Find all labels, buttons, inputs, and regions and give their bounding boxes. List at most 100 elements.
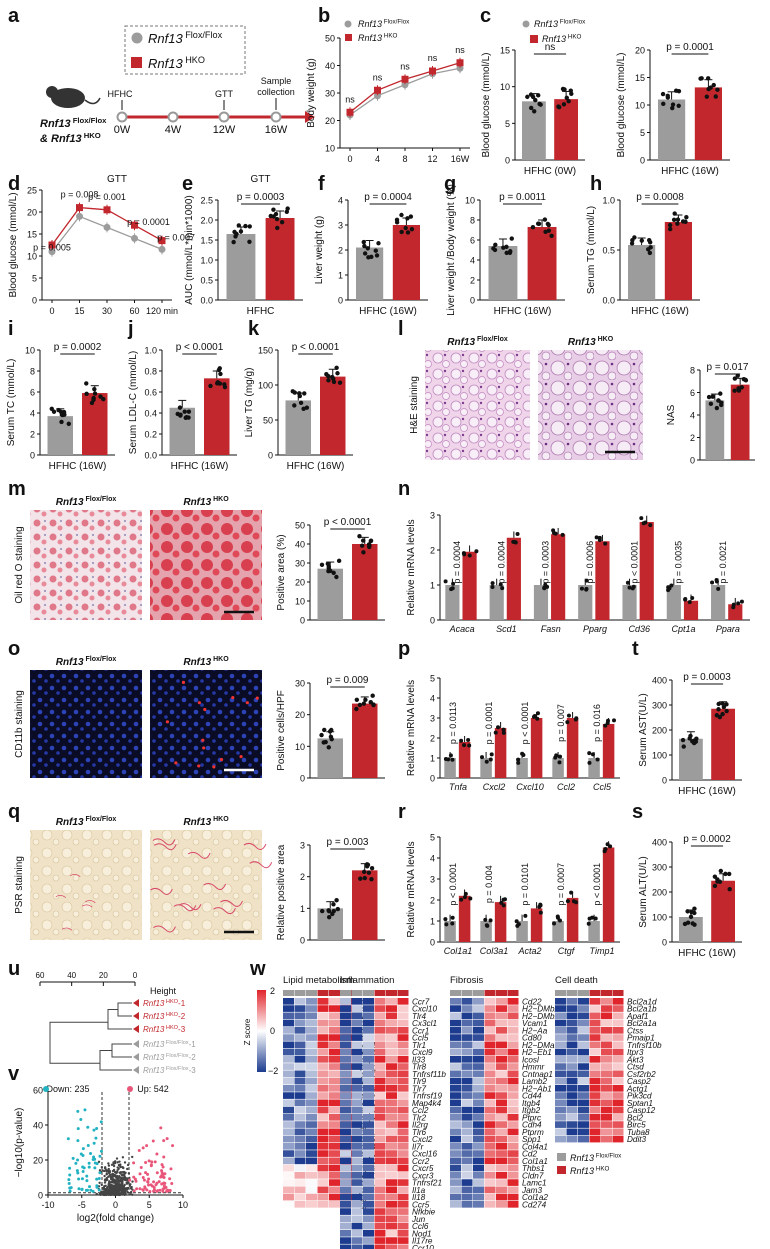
y-tick-label: 6 [690,388,695,398]
heatmap-cell [306,998,317,1005]
heatmap-cell [340,1012,351,1020]
y-tick-label: 300 [652,863,667,873]
heatmap-cell [566,1135,578,1143]
point-up [144,1161,148,1165]
y-tick-label: 1 [430,754,435,764]
legend-ff-label: Rnf13 Flox/Flox [358,19,410,29]
point-down [94,1136,98,1140]
heatmap-cell [601,1099,612,1107]
bar [639,522,654,620]
data-point [706,394,712,400]
point-down [77,1187,81,1191]
data-point [488,918,493,923]
sample-header [363,990,374,996]
data-point [319,732,324,738]
data-point [566,99,571,104]
y-axis-label: Serum LDL-C (mmol/L) [128,351,139,454]
gene-label: Icosl [522,1055,539,1064]
heatmap-cell [317,1005,329,1012]
gene-label: Tnfrsf11b [412,1070,446,1079]
heatmap-cell [306,1128,317,1136]
point-ns [113,1185,116,1188]
y-tick-label: 0 [430,938,435,948]
gene-label: Cd2 [522,1150,537,1159]
heatmap-cell [283,1056,294,1063]
data-point [247,239,252,244]
panel-letter-u: u [8,958,20,980]
heatmap-cell [601,1085,612,1092]
heatmap-cell [351,1114,363,1121]
heatmap-cell [351,1019,363,1027]
point-up [132,1189,136,1193]
heatmap-cell [329,1005,340,1012]
data-point [732,376,738,381]
heatmap-cell [386,1208,397,1215]
heatmap-cell [555,1027,566,1034]
heatmap-cell [386,1106,397,1114]
heatmap-cell [351,1186,363,1194]
x-tick-label: 60 [129,306,139,316]
heatmap-cell [374,1172,386,1179]
y-axis-label: Serum TG (mmol/L) [586,206,597,294]
y-tick-label: 0.4 [144,409,157,419]
heatmap-cell [363,1070,374,1078]
data-point [374,253,380,258]
heatmap-cell [317,1085,329,1092]
heatmap-cell [450,1179,461,1186]
data-point [363,697,368,703]
heatmap-cell [351,1099,363,1107]
heatmap-cell [386,1186,397,1194]
heatmap-cell [450,1172,461,1179]
label-sup: HKO [211,656,229,663]
data-point [552,921,557,926]
x-category-label: Ppara [716,624,740,634]
panel-letter-q: q [8,801,20,823]
y-tick-label: 0 [430,616,435,626]
heatmap-cell [601,1056,612,1063]
heatmap-cell [317,1056,329,1063]
gene-label: Ccr5 [412,1200,430,1209]
data-point [710,394,715,399]
data-point [346,108,354,116]
heatmap-cell [340,1135,351,1143]
data-point [365,246,370,251]
heatmap-cell [612,1106,624,1114]
data-point [680,219,686,224]
bar [705,400,725,460]
heatmap-cell [496,1034,507,1041]
bar [488,246,518,300]
data-point [361,701,367,706]
x-category-label: HFHC (16W) [661,166,719,177]
heatmap-cell [329,1048,340,1056]
height-tick-label: 0 [133,971,138,980]
y-tick-label: 3 [430,714,435,724]
heatmap-cell [566,1063,578,1070]
heatmap-cell [306,1019,317,1027]
heatmap-cell [484,1056,496,1063]
heatmap-cell [283,1005,294,1012]
gene-label: Pmaip1 [627,1034,655,1043]
heatmap-cell [496,1179,507,1186]
point-up [135,1187,139,1191]
fiber [61,927,73,931]
data-point [484,923,489,928]
bar [444,921,456,942]
heatmap-cell [363,1237,374,1244]
annotation: ns [345,94,355,104]
data-point [727,886,732,892]
heatmap-cell [601,1106,612,1114]
data-point [468,896,473,901]
panel-letter-s: s [632,801,643,823]
heatmap-cell [473,1019,484,1027]
y-tick-label: 0.5 [200,276,213,286]
heatmap-cell [484,1164,496,1172]
data-point [331,902,336,907]
data-point [501,727,506,732]
heatmap-cell [363,1027,374,1034]
heatmap-title: Inflammation [340,975,394,986]
heatmap-cell [374,1143,386,1150]
bar [352,544,378,620]
gene-label: Cxcl9 [412,1048,433,1057]
